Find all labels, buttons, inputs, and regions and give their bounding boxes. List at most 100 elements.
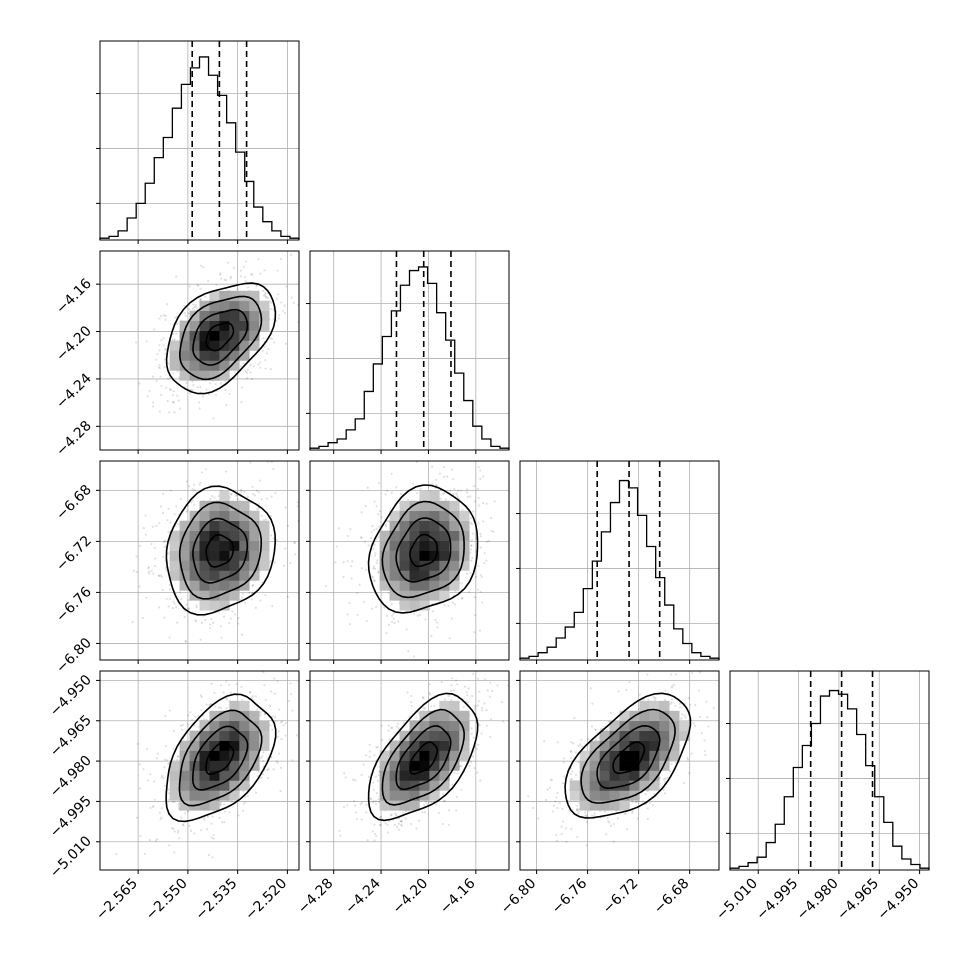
scatter-point xyxy=(249,371,252,374)
scatter-point xyxy=(135,816,139,819)
scatter-point xyxy=(186,723,189,726)
scatter-point xyxy=(254,695,257,698)
density-cell xyxy=(179,740,190,751)
density-cell xyxy=(189,750,200,761)
scatter-point xyxy=(442,492,445,496)
density-cell xyxy=(219,760,230,771)
density-cell xyxy=(419,540,430,551)
scatter-point xyxy=(284,342,287,345)
scatter-point xyxy=(249,364,252,367)
y-tick-label: −4.965 xyxy=(47,712,95,760)
scatter-point xyxy=(259,757,262,760)
scatter-point xyxy=(289,682,292,685)
contours-3-1 xyxy=(367,692,479,822)
scatter-point xyxy=(642,698,645,702)
density-cell xyxy=(619,750,630,761)
density-cell xyxy=(669,740,680,751)
density-cell xyxy=(379,770,390,781)
scatter-point xyxy=(274,720,277,723)
scatter-point xyxy=(196,307,199,310)
scatter-point xyxy=(261,755,264,758)
scatter-point xyxy=(387,724,390,727)
scatter-point xyxy=(470,694,474,698)
density-cell xyxy=(389,570,400,581)
scatter-point xyxy=(239,488,243,492)
scatter-point xyxy=(164,353,167,356)
scatter-point xyxy=(387,729,390,732)
scatter-point xyxy=(228,392,231,395)
scatter-point xyxy=(181,728,184,731)
scatter-point xyxy=(251,492,255,496)
density-cell xyxy=(199,550,210,561)
x-tick-label: −4.28 xyxy=(295,876,337,918)
density-cell xyxy=(379,550,390,561)
scatter-point xyxy=(171,338,174,341)
density-cell xyxy=(189,730,200,741)
scatter-point xyxy=(608,821,611,824)
density-cell xyxy=(649,770,660,781)
density-cell xyxy=(459,750,470,761)
density-cell xyxy=(409,770,420,781)
scatter-point xyxy=(184,314,187,318)
scatter-point xyxy=(171,401,175,404)
scatter-point xyxy=(240,401,243,404)
scatter-point xyxy=(694,703,697,707)
scatter-point xyxy=(580,745,584,748)
density-cell xyxy=(569,780,580,791)
scatter-point xyxy=(372,547,375,550)
scatter-point xyxy=(470,523,473,526)
scatter-point xyxy=(399,823,403,826)
scatter-point xyxy=(577,761,580,764)
density-cell xyxy=(189,740,200,751)
scatter-point xyxy=(472,510,475,513)
density-cell xyxy=(389,540,400,551)
scatter-point xyxy=(269,368,273,371)
scatter-point xyxy=(670,762,673,765)
density-cell xyxy=(589,780,600,791)
scatter-point xyxy=(563,775,566,778)
scatter-point xyxy=(226,261,230,264)
scatter-point xyxy=(408,715,411,718)
density-cell xyxy=(219,330,230,341)
density-cell xyxy=(589,740,600,751)
scatter-point xyxy=(585,844,588,847)
x-tick-label: −4.20 xyxy=(390,876,432,918)
density-cell xyxy=(229,570,240,581)
panel-backgrounds xyxy=(100,41,929,870)
scatter-point xyxy=(289,561,292,565)
density-cell xyxy=(609,790,620,801)
density-cell xyxy=(219,540,230,551)
scatter-point xyxy=(206,279,210,283)
scatter-point xyxy=(168,387,172,391)
scatter-point xyxy=(453,771,456,774)
density-cell xyxy=(409,590,420,601)
scatter-point xyxy=(167,411,171,414)
y-tick-label: −4.995 xyxy=(47,793,95,841)
scatter-point xyxy=(203,718,206,721)
density-cell xyxy=(249,730,260,741)
scatter-point xyxy=(550,778,553,781)
scatter-point xyxy=(418,613,421,616)
density-cell xyxy=(229,320,240,331)
density-cell xyxy=(229,560,240,571)
density-cell xyxy=(189,340,200,351)
scatter-point xyxy=(373,579,376,582)
scatter-point xyxy=(669,673,673,676)
scatter-point xyxy=(593,812,596,815)
scatter-point xyxy=(454,679,458,682)
scatter-point xyxy=(202,817,205,820)
density-cell xyxy=(439,750,450,761)
scatter-point xyxy=(555,796,558,799)
density-cell xyxy=(649,720,660,731)
scatter-point xyxy=(210,836,213,839)
scatter-point xyxy=(465,572,468,575)
scatter-point xyxy=(263,684,266,687)
density-cell xyxy=(449,550,460,561)
scatter-point xyxy=(698,671,702,674)
scatter-point xyxy=(208,703,211,706)
scatter-point xyxy=(228,811,231,814)
scatter-point xyxy=(156,352,159,356)
density-cell xyxy=(439,580,450,591)
density-cell xyxy=(399,750,410,761)
scatter-point xyxy=(152,401,155,404)
